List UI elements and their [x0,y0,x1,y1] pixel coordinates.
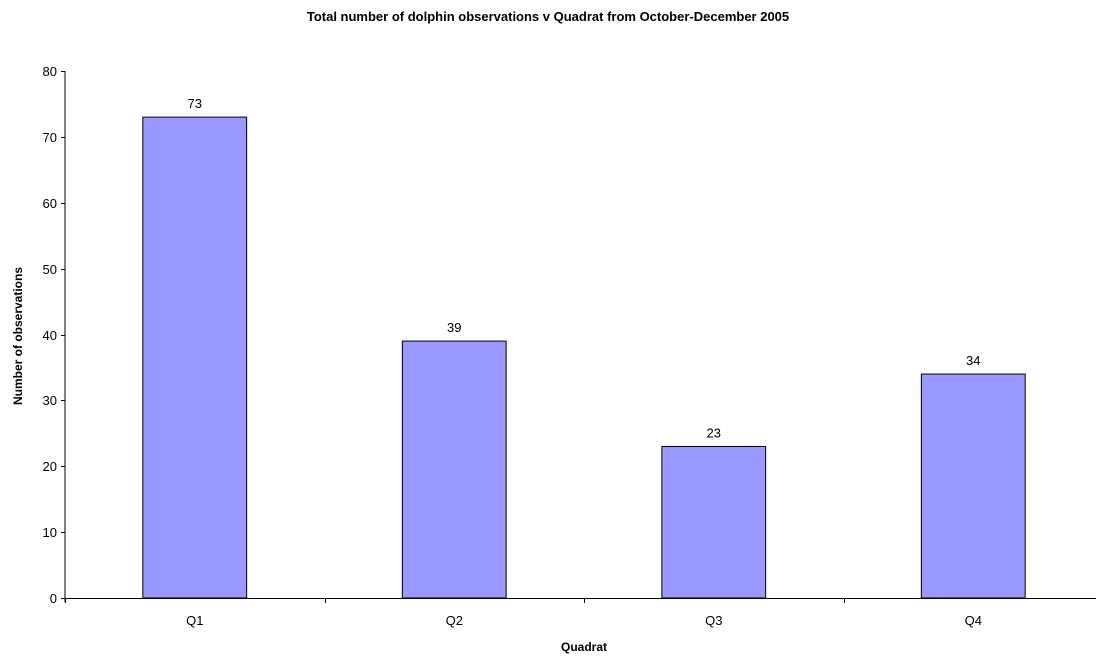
y-tick-label: 10 [43,525,57,540]
x-axis-title: Quadrat [561,640,607,654]
bar-q1 [142,116,248,599]
y-tick-label: 70 [43,130,57,145]
data-label: 34 [966,353,980,368]
x-axis: Q1 Q2 Q3 Q4 [65,598,1096,628]
data-label: 23 [707,425,721,440]
y-tick-label: 80 [43,64,57,79]
bar-q2 [401,340,507,599]
y-tick-label: 40 [43,328,57,343]
data-label: 39 [447,320,461,335]
x-tick-label: Q3 [705,613,722,628]
bar-q4 [920,373,1026,599]
data-label: 73 [188,96,202,111]
data-labels: 73 39 23 34 [188,96,981,440]
x-tick-label: Q4 [965,613,982,628]
y-axis: 0 10 20 30 40 50 60 70 80 [43,64,66,606]
bar-q3 [661,445,767,599]
y-tick-label: 20 [43,459,57,474]
chart-title: Total number of dolphin observations v Q… [307,9,789,24]
bars [142,116,1026,599]
x-tick-label: Q1 [186,613,203,628]
y-tick-label: 30 [43,393,57,408]
y-tick-label: 60 [43,196,57,211]
y-axis-title: Number of observations [11,267,25,405]
y-tick-label: 50 [43,262,57,277]
y-tick-label: 0 [50,591,57,606]
x-tick-label: Q2 [446,613,463,628]
